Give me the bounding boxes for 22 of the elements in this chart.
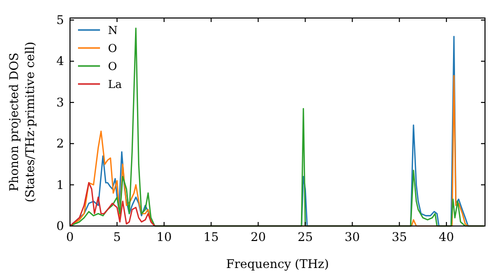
x-tick-label: 35 bbox=[392, 230, 408, 244]
y-tick-label: 5 bbox=[56, 13, 64, 28]
x-axis-title: Frequency (THz) bbox=[226, 257, 329, 271]
x-tick-label: 15 bbox=[204, 230, 219, 244]
legend-label: N bbox=[108, 24, 118, 37]
y-axis-title: Phonon projected DOS (States/THz·primitive cell) bbox=[7, 42, 37, 202]
y-tick-label: 2 bbox=[56, 136, 64, 151]
x-tick-label: 30 bbox=[344, 230, 360, 244]
x-tick-label: 5 bbox=[113, 230, 121, 244]
y-tick-label: 1 bbox=[56, 178, 64, 192]
legend-label: La bbox=[108, 78, 122, 91]
y-tick-label: 4 bbox=[56, 54, 64, 68]
x-tick-label: 0 bbox=[66, 230, 74, 244]
line-series bbox=[69, 182, 156, 227]
x-tick-label: 40 bbox=[438, 230, 454, 244]
x-tick-label: 25 bbox=[298, 230, 313, 244]
legend-label: O bbox=[108, 42, 118, 55]
y-tick-label: 0 bbox=[56, 219, 64, 233]
legend-label: O bbox=[108, 60, 118, 73]
y-tick-label: 3 bbox=[56, 95, 64, 110]
x-tick-label: 10 bbox=[156, 230, 172, 244]
x-tick-label: 20 bbox=[250, 230, 266, 244]
